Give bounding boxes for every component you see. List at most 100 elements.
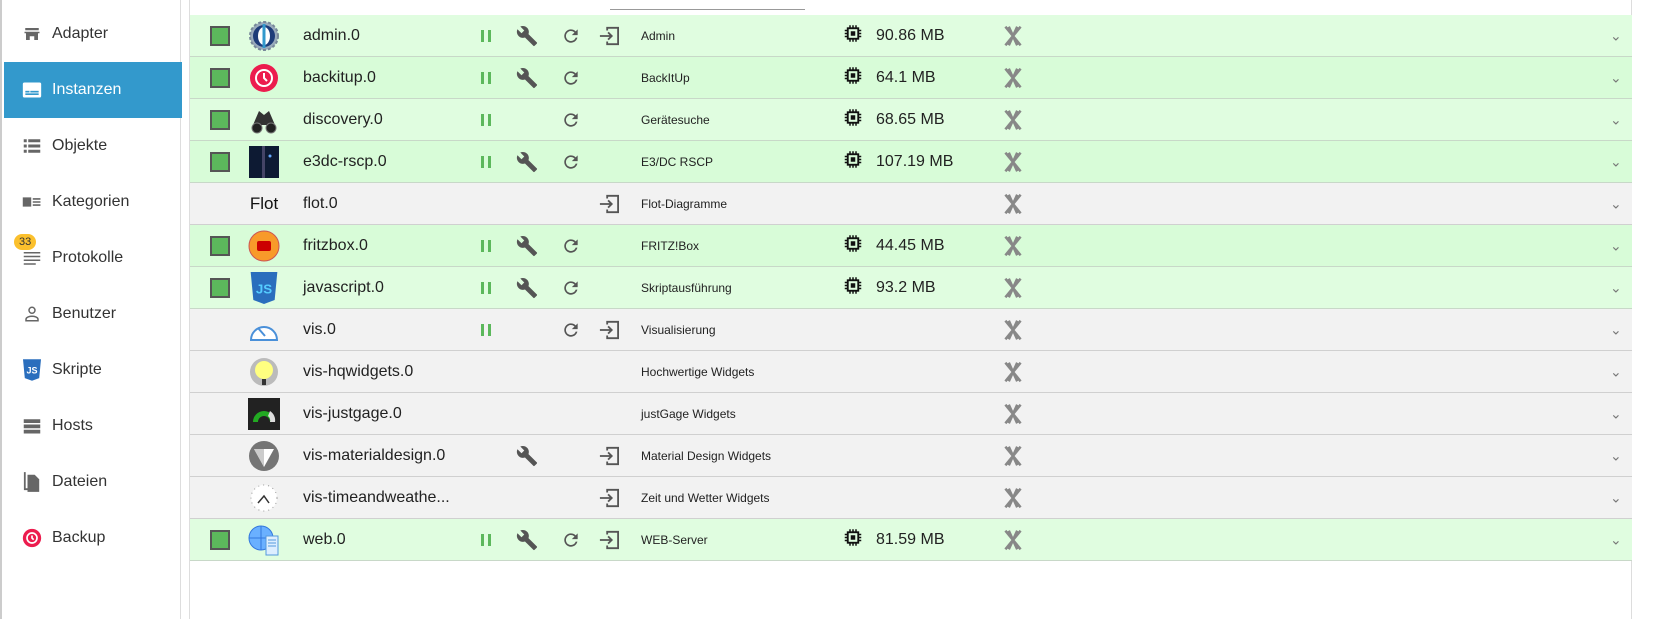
instance-row[interactable]: vis-hqwidgets.0 Hochwertige Widgets ⌄: [190, 351, 1632, 393]
instance-row[interactable]: JS javascript.0 Skriptausführung 93.2 MB ⌄: [190, 267, 1632, 309]
wrench-icon[interactable]: [516, 235, 538, 257]
wrench-icon[interactable]: [516, 25, 538, 47]
pause-icon[interactable]: [475, 319, 497, 341]
memory-usage: 93.2 MB: [876, 278, 936, 296]
memory-usage: 81.59 MB: [876, 530, 945, 548]
login-icon[interactable]: [598, 193, 620, 215]
chevron-down-icon[interactable]: ⌄: [1610, 237, 1622, 253]
memory-chip-icon: [844, 108, 862, 131]
not-connected-icon: [1002, 319, 1024, 341]
chevron-down-icon[interactable]: ⌄: [1610, 69, 1622, 85]
instance-row[interactable]: vis-timeandweathe... Zeit und Wetter Widg…: [190, 477, 1632, 519]
chevron-down-icon[interactable]: ⌄: [1610, 363, 1622, 379]
refresh-icon[interactable]: [560, 109, 582, 131]
user-icon: [22, 304, 42, 324]
instance-name: web.0: [303, 530, 346, 548]
chevron-down-icon[interactable]: ⌄: [1610, 27, 1622, 43]
memory-usage: 64.1 MB: [876, 68, 936, 86]
login-icon[interactable]: [598, 487, 620, 509]
refresh-icon[interactable]: [560, 529, 582, 551]
sidebar-item-label: Skripte: [52, 361, 102, 378]
not-connected-icon: [1002, 151, 1024, 173]
chevron-down-icon[interactable]: ⌄: [1610, 195, 1622, 211]
memory-chip-icon: [844, 276, 862, 299]
pause-icon[interactable]: [475, 25, 497, 47]
instance-name: javascript.0: [303, 278, 384, 296]
instance-title: Zeit und Wetter Widgets: [641, 490, 770, 505]
refresh-icon[interactable]: [560, 277, 582, 299]
sidebar-item-protokolle[interactable]: 33 Protokolle: [4, 230, 182, 286]
list-icon: [22, 136, 42, 156]
instance-row[interactable]: e3dc-rscp.0 E3/DC RSCP 107.19 MB ⌄: [190, 141, 1632, 183]
login-icon[interactable]: [598, 319, 620, 341]
pause-icon[interactable]: [475, 67, 497, 89]
chevron-down-icon[interactable]: ⌄: [1610, 111, 1622, 127]
sidebar-item-hosts[interactable]: Hosts: [4, 398, 182, 454]
pause-icon[interactable]: [475, 277, 497, 299]
not-connected-icon: [1002, 487, 1024, 509]
instance-row[interactable]: vis-materialdesign.0 Material Design Widg…: [190, 435, 1632, 477]
instance-row[interactable]: fritzbox.0 FRITZ!Box 44.45 MB ⌄: [190, 225, 1632, 267]
wrench-icon[interactable]: [516, 151, 538, 173]
sidebar-item-objekte[interactable]: Objekte: [4, 118, 182, 174]
sidebar-item-label: Protokolle: [52, 249, 124, 266]
status-indicator: [210, 67, 230, 88]
sidebar-item-label: Instanzen: [52, 81, 122, 98]
chevron-down-icon[interactable]: ⌄: [1610, 447, 1622, 463]
web-server-icon: [248, 524, 280, 556]
chevron-down-icon[interactable]: ⌄: [1610, 531, 1622, 547]
memory-usage: 44.45 MB: [876, 236, 945, 254]
instance-row[interactable]: web.0 WEB-Server 81.59 MB ⌄: [190, 519, 1632, 561]
instances-table: admin.0 Admin 90.86 MB ⌄ backitup.0 BackItUp 6…: [189, 0, 1632, 619]
sidebar-item-instanzen[interactable]: Instanzen: [4, 62, 182, 118]
sidebar-item-skripte[interactable]: JS Skripte: [4, 342, 182, 398]
not-connected-icon: [1002, 235, 1024, 257]
refresh-icon[interactable]: [560, 319, 582, 341]
memory-chip-icon: [844, 234, 862, 257]
pause-icon[interactable]: [475, 529, 497, 551]
instance-title: justGage Widgets: [641, 406, 736, 421]
wrench-icon[interactable]: [516, 445, 538, 467]
chevron-down-icon[interactable]: ⌄: [1610, 153, 1622, 169]
instance-name: vis-timeandweathe...: [303, 488, 450, 506]
chevron-down-icon[interactable]: ⌄: [1610, 279, 1622, 295]
sidebar-item-adapter[interactable]: Adapter: [4, 6, 182, 62]
pause-icon[interactable]: [475, 109, 497, 131]
chevron-down-icon[interactable]: ⌄: [1610, 489, 1622, 505]
pause-icon[interactable]: [475, 151, 497, 173]
instance-row[interactable]: vis-justgage.0 justGage Widgets ⌄: [190, 393, 1632, 435]
login-icon[interactable]: [598, 25, 620, 47]
not-connected-icon: [1002, 25, 1024, 47]
instance-row[interactable]: Flot flot.0 Flot-Diagramme ⌄: [190, 183, 1632, 225]
instance-row[interactable]: vis.0 Visualisierung ⌄: [190, 309, 1632, 351]
instance-row[interactable]: admin.0 Admin 90.86 MB ⌄: [190, 15, 1632, 57]
refresh-icon[interactable]: [560, 151, 582, 173]
refresh-icon[interactable]: [560, 67, 582, 89]
sidebar-item-benutzer[interactable]: Benutzer: [4, 286, 182, 342]
login-icon[interactable]: [598, 445, 620, 467]
status-indicator: [210, 529, 230, 550]
instance-name: e3dc-rscp.0: [303, 152, 387, 170]
admin-icon: [248, 20, 280, 52]
instance-name: vis.0: [303, 320, 336, 338]
instance-row[interactable]: discovery.0 Gerätesuche 68.65 MB ⌄: [190, 99, 1632, 141]
chevron-down-icon[interactable]: ⌄: [1610, 321, 1622, 337]
divider: [610, 9, 805, 10]
not-connected-icon: [1002, 403, 1024, 425]
clock-icon: [248, 482, 280, 514]
wrench-icon[interactable]: [516, 67, 538, 89]
status-indicator: [210, 235, 230, 256]
instance-row[interactable]: backitup.0 BackItUp 64.1 MB ⌄: [190, 57, 1632, 99]
refresh-icon[interactable]: [560, 25, 582, 47]
sidebar-item-kategorien[interactable]: Kategorien: [4, 174, 182, 230]
wrench-icon[interactable]: [516, 529, 538, 551]
svg-text:JS: JS: [26, 366, 37, 376]
chevron-down-icon[interactable]: ⌄: [1610, 405, 1622, 421]
instance-title: Visualisierung: [641, 322, 716, 337]
sidebar-item-dateien[interactable]: Dateien: [4, 454, 182, 510]
login-icon[interactable]: [598, 529, 620, 551]
wrench-icon[interactable]: [516, 277, 538, 299]
sidebar-item-backup[interactable]: Backup: [4, 510, 182, 566]
pause-icon[interactable]: [475, 235, 497, 257]
refresh-icon[interactable]: [560, 235, 582, 257]
